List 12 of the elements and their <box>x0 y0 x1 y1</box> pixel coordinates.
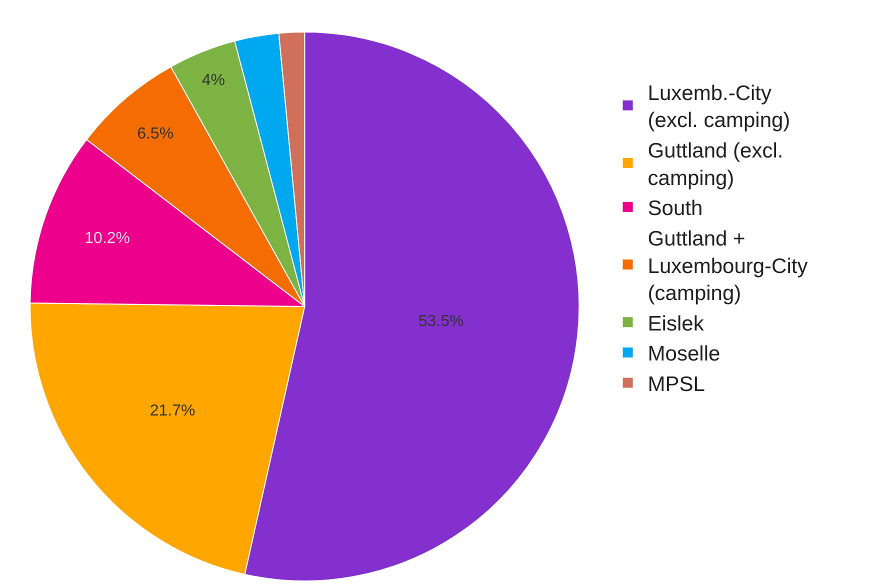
data-label: 4% <box>202 72 225 89</box>
legend-label: Guttland (excl. camping) <box>648 140 784 190</box>
legend-label: Luxemb.-City (excl. camping) <box>648 82 790 132</box>
data-label: 10.2% <box>84 230 130 247</box>
legend-label: Moselle <box>648 342 720 366</box>
legend-label: MPSL <box>648 372 705 396</box>
legend-label: Eislek <box>648 312 704 336</box>
data-label: 53.5% <box>418 313 464 330</box>
legend-label: South <box>648 197 703 220</box>
legend-label: Guttland + Luxembourg-City (camping) <box>648 227 808 306</box>
data-label: 6.5% <box>137 125 174 142</box>
data-label: 21.7% <box>150 402 196 420</box>
